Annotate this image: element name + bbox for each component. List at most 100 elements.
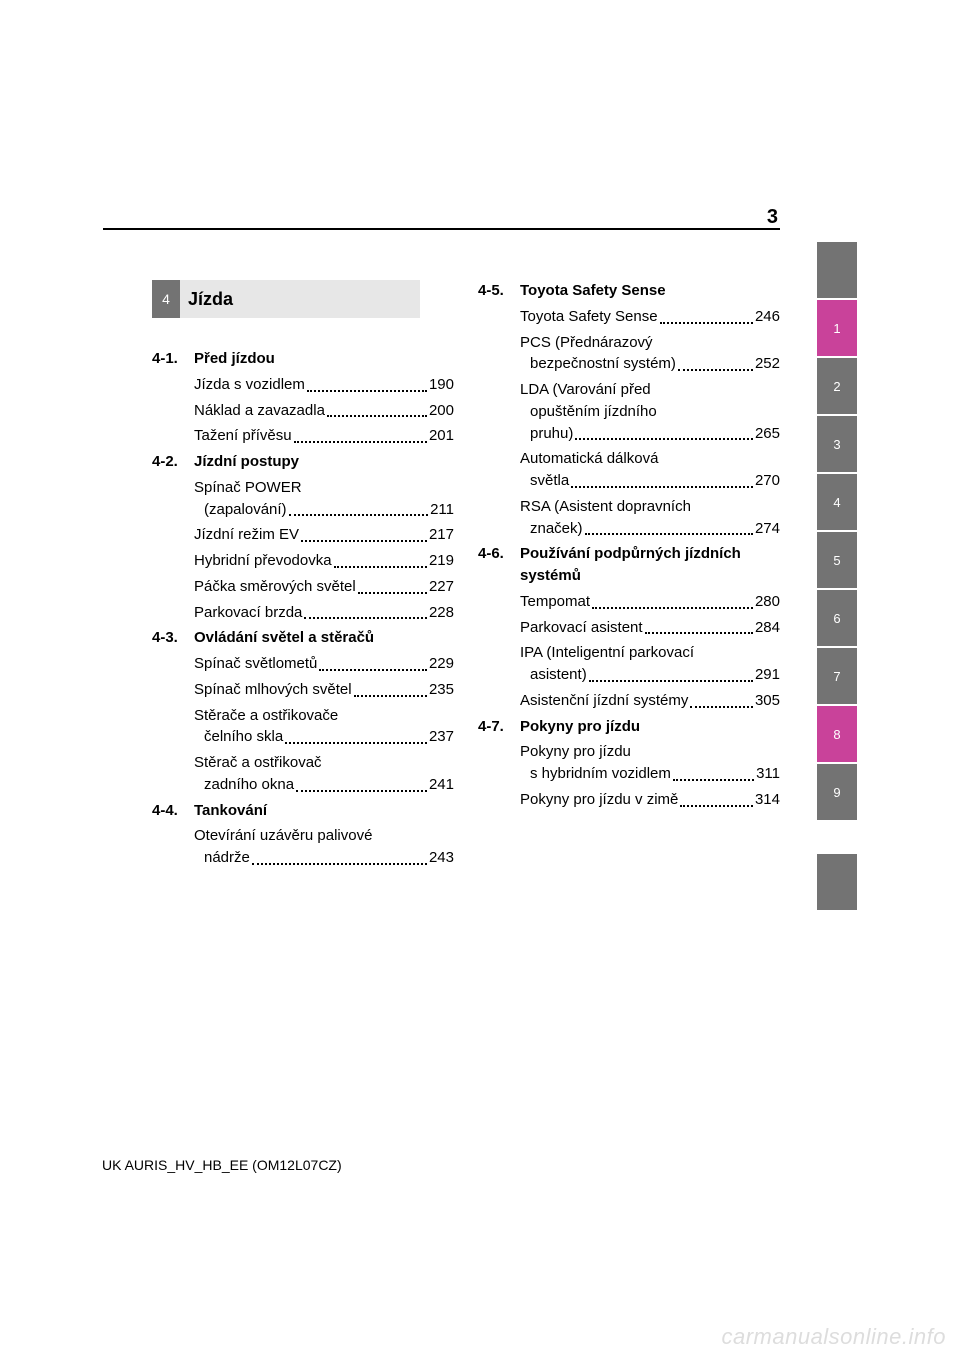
toc-entry-page: 228 (429, 602, 454, 624)
side-tab-blank-bottom (817, 854, 857, 910)
toc-entry-label: nádrže (194, 847, 250, 869)
toc-entry-page: 291 (755, 664, 780, 686)
toc-entries: Tempomat280Parkovací asistent284IPA (Int… (478, 591, 780, 712)
watermark: carmanualsonline.info (721, 1324, 946, 1350)
toc-entry: Stěrač a ostřikovačzadního okna241 (194, 752, 454, 796)
toc-entry-page: 265 (755, 423, 780, 445)
toc-dots (575, 438, 753, 440)
toc-entry: LDA (Varování předopuštěním jízdníhopruh… (520, 379, 780, 444)
toc-dots (680, 805, 753, 807)
toc-entry: Pokyny pro jízdus hybridním vozidlem 311 (520, 741, 780, 785)
footer-text: UK AURIS_HV_HB_EE (OM12L07CZ) (102, 1157, 342, 1173)
toc-section-title: Jízdní postupy (194, 451, 454, 473)
toc-dots (334, 566, 427, 568)
page: 3 4 Jízda 4-1.Před jízdouJízda s vozidle… (0, 0, 960, 1358)
toc-entry-page: 211 (430, 499, 454, 521)
toc-entry: PCS (Přednárazovýbezpečnostní systém)252 (520, 332, 780, 376)
toc-section-number: 4-7. (478, 716, 520, 738)
toc-entry-label: Stěrače a ostřikovače (194, 705, 454, 727)
toc-dots (296, 790, 427, 792)
toc-entry: Páčka směrových světel227 (194, 576, 454, 598)
toc-section-title: Používání podpůrných jízdních systémů (520, 543, 780, 587)
toc-entry-label: bezpečnostní systém) (520, 353, 676, 375)
side-tab-8[interactable]: 8 (817, 706, 857, 762)
toc-entry-label: Asistenční jízdní systémy (520, 690, 688, 712)
toc-entry-page: 241 (429, 774, 454, 796)
toc-entry-label: Jízda s vozidlem (194, 374, 305, 396)
toc-entries: Spínač POWER(zapalování)211Jízdní režim … (152, 477, 454, 624)
toc-entry-label: Pokyny pro jízdu v zimě (520, 789, 678, 811)
side-tab-3[interactable]: 3 (817, 416, 857, 472)
toc-entry-label: LDA (Varování před (520, 379, 780, 401)
toc-entry: Automatická dálkovásvětla270 (520, 448, 780, 492)
toc-entry-label: (zapalování) (194, 499, 287, 521)
toc-section-title: Tankování (194, 800, 454, 822)
toc-entry: Otevírání uzávěru palivovénádrže243 (194, 825, 454, 869)
toc-entry-label: Spínač mlhových světel (194, 679, 352, 701)
toc-entries: Spínač světlometů229 Spínač mlhových svět… (152, 653, 454, 796)
toc-section-title: Toyota Safety Sense (520, 280, 780, 302)
toc-entry: RSA (Asistent dopravníchznaček)274 (520, 496, 780, 540)
toc-entry-page: 252 (755, 353, 780, 375)
toc-entry-label: zadního okna (194, 774, 294, 796)
toc-dots (571, 486, 753, 488)
toc-entry: Hybridní převodovka219 (194, 550, 454, 572)
toc-dots (354, 695, 427, 697)
toc-section-title: Pokyny pro jízdu (520, 716, 780, 738)
toc-section-number: 4-3. (152, 627, 194, 649)
toc-entry-page: 280 (755, 591, 780, 613)
side-tab-6[interactable]: 6 (817, 590, 857, 646)
toc-dots (301, 540, 427, 542)
toc-entry: Spínač mlhových světel235 (194, 679, 454, 701)
side-tab-5[interactable]: 5 (817, 532, 857, 588)
toc-right-column: 4-5.Toyota Safety SenseToyota Safety Sen… (478, 280, 780, 873)
toc-section: 4-7.Pokyny pro jízduPokyny pro jízdus hy… (478, 716, 780, 811)
toc-entry-label: s hybridním vozidlem (520, 763, 671, 785)
toc-entry: Tempomat280 (520, 591, 780, 613)
toc-entry-page: 243 (429, 847, 454, 869)
toc-entry-label: Náklad a zavazadla (194, 400, 325, 422)
toc-dots (285, 742, 427, 744)
toc-section-header: 4-6.Používání podpůrných jízdních systém… (478, 543, 780, 587)
side-tab-7[interactable]: 7 (817, 648, 857, 704)
toc-section-header: 4-7.Pokyny pro jízdu (478, 716, 780, 738)
side-tab-2[interactable]: 2 (817, 358, 857, 414)
toc-section-header: 4-5.Toyota Safety Sense (478, 280, 780, 302)
toc-entry-page: 305 (755, 690, 780, 712)
header-rule (103, 228, 780, 230)
toc-entry: Spínač světlometů229 (194, 653, 454, 675)
side-tab-4[interactable]: 4 (817, 474, 857, 530)
toc-dots (589, 680, 753, 682)
toc-section: 4-5.Toyota Safety SenseToyota Safety Sen… (478, 280, 780, 539)
toc-entry-label: pruhu) (520, 423, 573, 445)
toc-section-number: 4-4. (152, 800, 194, 822)
toc-entry-label: Toyota Safety Sense (520, 306, 658, 328)
toc-entry-page: 311 (756, 763, 780, 785)
toc-entry: Náklad a zavazadla 200 (194, 400, 454, 422)
toc-dots (592, 607, 753, 609)
side-tab-9[interactable]: 9 (817, 764, 857, 820)
toc-entry-label: značek) (520, 518, 583, 540)
toc-entries: Jízda s vozidlem190Náklad a zavazadla200… (152, 374, 454, 447)
toc-dots (289, 514, 429, 516)
toc-entry-label: Spínač světlometů (194, 653, 317, 675)
toc-dots (307, 390, 427, 392)
toc-entry-page: 200 (429, 400, 454, 422)
side-tab-1[interactable]: 1 (817, 300, 857, 356)
toc-section-header: 4-1.Před jízdou (152, 348, 454, 370)
toc-section-title: Před jízdou (194, 348, 454, 370)
side-tab-blank[interactable] (817, 242, 857, 298)
toc-dots (319, 669, 427, 671)
toc-entry-page: 219 (429, 550, 454, 572)
toc-dots (327, 415, 427, 417)
toc-entry-label: čelního skla (194, 726, 283, 748)
toc-section-number: 4-2. (152, 451, 194, 473)
toc-entry: Parkovací asistent284 (520, 617, 780, 639)
toc-dots (294, 441, 427, 443)
toc-entries: Toyota Safety Sense246PCS (Přednárazovýb… (478, 306, 780, 540)
toc-entry-label: Pokyny pro jízdu (520, 741, 780, 763)
toc-entry-label: opuštěním jízdního (520, 401, 780, 423)
toc-entry-page: 284 (755, 617, 780, 639)
toc-entries: Otevírání uzávěru palivovénádrže243 (152, 825, 454, 869)
toc-section-header: 4-2.Jízdní postupy (152, 451, 454, 473)
